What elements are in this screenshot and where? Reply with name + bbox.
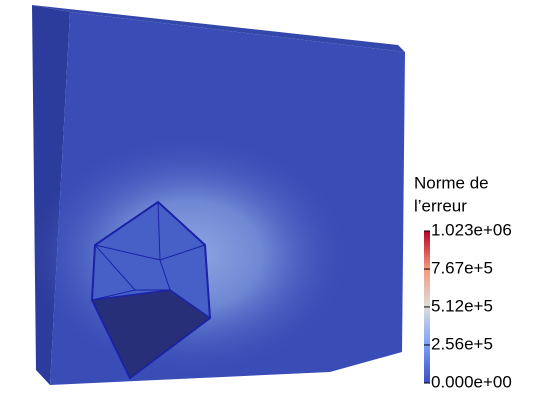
tick-label: 2.56e+5 [431,334,493,353]
legend-title: l’erreur [414,196,467,215]
tick-label: 0.000e+00 [431,372,512,391]
tick-label: 7.67e+5 [431,259,493,278]
color-bar-ticks: 1.023e+06 7.67e+5 5.12e+5 2.56e+5 0.000e+00 [424,220,512,391]
tick-label: 5.12e+5 [431,296,493,315]
tick-label: 1.023e+06 [431,220,512,239]
mesh-render [30,5,405,385]
legend-title: Norme de [414,173,489,192]
